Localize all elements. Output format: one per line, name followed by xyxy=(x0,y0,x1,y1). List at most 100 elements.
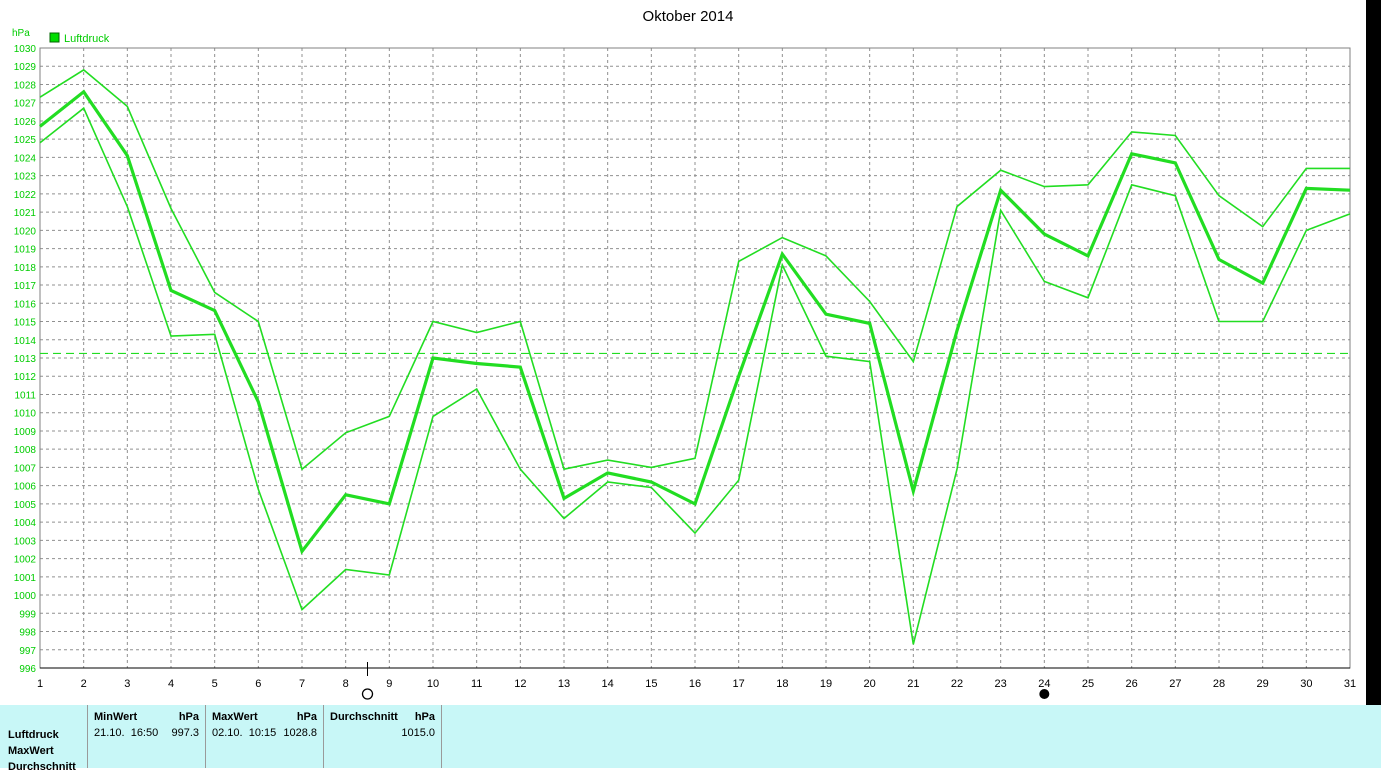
avg-column: Durchschnitt hPa 1015.0 xyxy=(323,705,442,768)
y-tick-label: 1020 xyxy=(14,226,37,237)
max-header: MaxWert xyxy=(212,711,258,723)
y-tick-label: 1018 xyxy=(14,263,37,274)
y-tick-label: 1023 xyxy=(14,172,37,183)
y-tick-label: 1012 xyxy=(14,372,37,383)
y-tick-label: 996 xyxy=(19,664,36,675)
max-unit: hPa xyxy=(296,711,317,723)
x-tick-label: 28 xyxy=(1213,678,1225,690)
y-tick-label: 1022 xyxy=(14,190,37,201)
series-lines xyxy=(39,68,1351,645)
min-header: MinWert xyxy=(94,711,138,723)
x-tick-label: 10 xyxy=(427,678,439,690)
x-tick-label: 23 xyxy=(995,678,1007,690)
x-tick-label: 5 xyxy=(212,678,218,690)
y-tick-label: 1013 xyxy=(14,354,37,365)
legend-label: Luftdruck xyxy=(64,33,110,45)
y-tick-label: 1007 xyxy=(14,463,37,474)
x-tick-label: 8 xyxy=(343,678,349,690)
x-tick-label: 7 xyxy=(299,678,305,690)
y-tick-label: 1024 xyxy=(14,153,37,164)
chart-title: Oktober 2014 xyxy=(643,8,734,25)
y-tick-label: 1014 xyxy=(14,336,37,347)
x-tick-label: 22 xyxy=(951,678,963,690)
y-tick-label: 1002 xyxy=(14,555,37,566)
max-datetime: 02.10. 10:15 xyxy=(212,727,277,739)
x-tick-label: 3 xyxy=(124,678,130,690)
x-tick-label: 4 xyxy=(168,678,174,690)
x-tick-label: 31 xyxy=(1344,678,1356,690)
y-tick-label: 1027 xyxy=(14,99,37,110)
x-tick-label: 26 xyxy=(1126,678,1138,690)
avg-unit: hPa xyxy=(414,711,435,723)
y-tick-label: 1003 xyxy=(14,536,37,547)
max-column: MaxWert hPa 02.10. 10:15 1028.8 xyxy=(205,705,324,768)
y-tick-label: 1005 xyxy=(14,500,37,511)
full-moon-icon xyxy=(361,688,374,700)
series-line-mean xyxy=(39,89,1351,555)
y-tick-label: 998 xyxy=(19,628,36,639)
series-line-max xyxy=(39,68,1350,471)
x-axis-labels: 1 2 3 4 5 6 7 8 9 10 11 12 13 14 15 16 17 18 19 20 21 22 23 24 2… xyxy=(37,678,1356,690)
min-value: 997.3 xyxy=(171,727,199,739)
row-label-durchschnitt: Durchschnitt xyxy=(8,761,76,773)
series-line-min xyxy=(39,106,1351,645)
y-tick-label: 1001 xyxy=(14,573,37,584)
x-tick-label: 2 xyxy=(81,678,87,690)
y-axis-labels: 996 997 998 999 1000 1001 1002 1003 1004 1005 1006… xyxy=(14,44,37,675)
y-tick-label: 1017 xyxy=(14,281,37,292)
y-tick-label: 1029 xyxy=(14,62,37,73)
max-value: 1028.8 xyxy=(283,727,317,739)
y-tick-label: 1025 xyxy=(14,135,37,146)
x-tick-label: 12 xyxy=(514,678,526,690)
x-tick-label: 16 xyxy=(689,678,701,690)
y-tick-label: 1019 xyxy=(14,245,37,256)
x-tick-label: 6 xyxy=(255,678,261,690)
legend-swatch xyxy=(49,32,60,43)
y-tick-label: 999 xyxy=(19,609,36,620)
row-label-maxwert: MaxWert xyxy=(8,745,54,757)
y-tick-label: 1015 xyxy=(14,318,37,329)
min-column: MinWert hPa 21.10. 16:50 997.3 xyxy=(87,705,206,768)
moon-markers xyxy=(361,662,1050,700)
x-tick-label: 27 xyxy=(1169,678,1181,690)
x-tick-label: 24 xyxy=(1038,678,1050,690)
y-axis-unit: hPa xyxy=(12,28,30,39)
y-tick-label: 1021 xyxy=(14,208,37,219)
y-tick-label: 1006 xyxy=(14,482,37,493)
new-moon-icon xyxy=(1039,689,1050,699)
row-label-luftdruck: Luftdruck xyxy=(8,729,59,741)
y-tick-label: 1004 xyxy=(14,518,37,529)
avg-header: Durchschnitt xyxy=(330,711,398,723)
x-tick-label: 21 xyxy=(907,678,919,690)
y-tick-label: 1028 xyxy=(14,80,37,91)
x-tick-label: 18 xyxy=(776,678,788,690)
y-tick-label: 1030 xyxy=(14,44,37,55)
window-edge xyxy=(1366,0,1381,705)
y-tick-label: 1010 xyxy=(14,409,37,420)
pressure-chart: Oktober 2014 hPa Luftdruck 996 997 998 999 1… xyxy=(12,8,1356,700)
x-tick-label: 29 xyxy=(1257,678,1269,690)
x-tick-label: 25 xyxy=(1082,678,1094,690)
y-tick-label: 1016 xyxy=(14,299,37,310)
min-datetime: 21.10. 16:50 xyxy=(94,727,159,739)
x-tick-label: 19 xyxy=(820,678,832,690)
min-unit: hPa xyxy=(178,711,199,723)
x-tick-label: 14 xyxy=(602,678,614,690)
x-tick-label: 11 xyxy=(471,678,482,690)
y-tick-label: 1008 xyxy=(14,445,37,456)
y-tick-label: 1000 xyxy=(14,591,37,602)
x-tick-label: 9 xyxy=(386,678,392,690)
x-tick-label: 1 xyxy=(37,678,43,690)
x-tick-label: 17 xyxy=(733,678,745,690)
y-tick-label: 997 xyxy=(19,646,36,657)
stats-panel: Luftdruck MaxWert Durchschnitt MinWert h… xyxy=(0,705,1381,773)
avg-value: 1015.0 xyxy=(401,727,435,739)
grid xyxy=(39,47,1351,669)
y-tick-label: 1011 xyxy=(14,390,36,401)
x-tick-label: 15 xyxy=(645,678,657,690)
x-tick-label: 30 xyxy=(1300,678,1312,690)
y-tick-label: 1026 xyxy=(14,117,37,128)
x-tick-label: 13 xyxy=(558,678,570,690)
y-tick-label: 1009 xyxy=(14,427,37,438)
x-tick-label: 20 xyxy=(864,678,876,690)
